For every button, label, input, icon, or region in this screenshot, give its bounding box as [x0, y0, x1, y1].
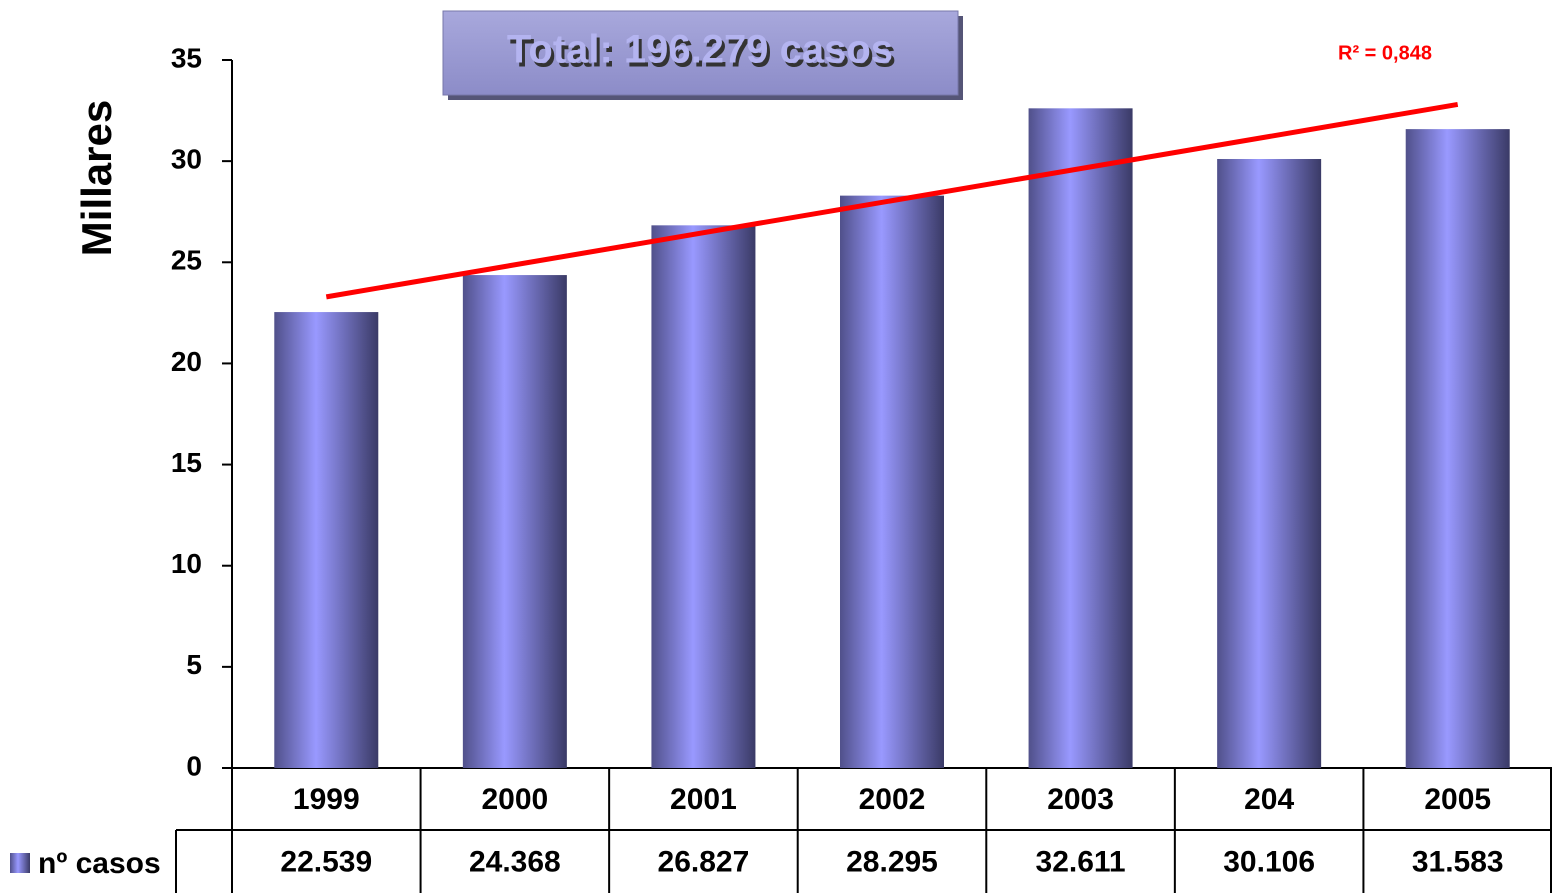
table-value: 30.106 — [1223, 845, 1315, 878]
title-shadow: Total: 196.279 casos — [510, 32, 896, 76]
x-tick-label: 2002 — [859, 783, 926, 816]
y-tick-label: 25 — [171, 245, 202, 276]
table-value: 31.583 — [1412, 845, 1504, 878]
r2-annotation: R² = 0,848 — [1338, 42, 1432, 64]
bar — [840, 195, 944, 768]
trendline — [325, 101, 1459, 300]
y-tick-label: 35 — [171, 42, 202, 73]
y-tick-label: 30 — [171, 144, 202, 175]
y-tick-label: 20 — [171, 346, 202, 377]
table-value: 28.295 — [846, 845, 938, 878]
bar — [274, 312, 379, 768]
bar — [462, 275, 567, 768]
x-tick-label: 2003 — [1047, 783, 1114, 816]
bar — [651, 225, 756, 768]
y-tick-label: 5 — [186, 649, 202, 680]
table-value: 26.827 — [658, 845, 750, 878]
y-tick-label: 15 — [171, 447, 202, 478]
x-tick-label: 1999 — [293, 783, 360, 816]
chart-title: Total: 196.279 casos — [507, 28, 893, 72]
table-value: 22.539 — [280, 845, 372, 878]
y-axis-label: Millares — [73, 100, 120, 256]
legend-label: nº casos — [38, 847, 161, 880]
bar — [1217, 158, 1322, 768]
y-tick-label: 0 — [186, 750, 202, 781]
x-tick-label: 2005 — [1424, 783, 1491, 816]
legend-swatch — [10, 853, 30, 873]
table-value: 24.368 — [469, 845, 561, 878]
title-box — [442, 10, 959, 96]
table-value: 32.611 — [1036, 845, 1126, 878]
bar — [1405, 129, 1510, 768]
x-tick-label: 204 — [1244, 783, 1294, 816]
x-tick-label: 2000 — [481, 783, 548, 816]
y-tick-label: 10 — [171, 548, 202, 579]
x-tick-label: 2001 — [670, 783, 737, 816]
bar — [1028, 108, 1133, 769]
